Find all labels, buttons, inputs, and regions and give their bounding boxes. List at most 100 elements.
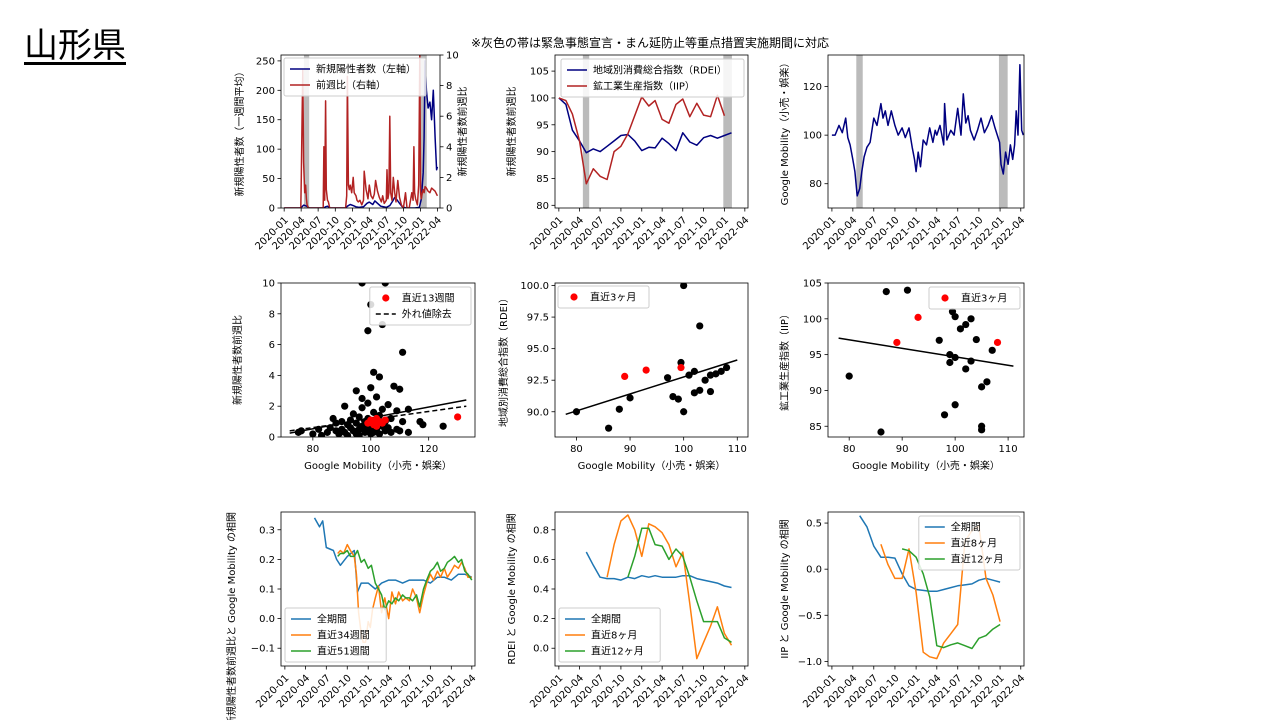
scatter-point-4 (315, 425, 323, 433)
y-axis-label: 地域別消費総合指数（RDEI） (497, 293, 510, 427)
scatter-point-3 (615, 405, 623, 413)
scatter-point-13 (956, 325, 965, 333)
y-tick-label: 0.0 (259, 614, 275, 625)
scatter-point-70 (399, 418, 407, 426)
scatter-point-3 (309, 430, 317, 437)
scatter-point-21 (722, 363, 731, 372)
scatter-point-18 (346, 416, 355, 424)
scatter-point-59 (381, 283, 389, 287)
shaded-period-2 (998, 55, 1008, 208)
x-tick-label: 80 (843, 444, 856, 455)
scatter-point-2 (297, 427, 305, 435)
x-tick-label: 110 (999, 444, 1018, 455)
y-tick-label: 2 (269, 402, 275, 413)
y-axis-label: IIP と Google Mobility の相関 (778, 519, 791, 658)
scatter-point-75 (439, 422, 447, 430)
chart-4: 80 100 120 0 2 4 6 8 10 新規陽性者数前週比 Google Mobility（… (231, 279, 476, 472)
scatter-point-8 (946, 351, 954, 359)
axes-frame (827, 511, 1025, 667)
scatter-point-24 (352, 387, 360, 395)
scatter-point-2 (877, 428, 885, 436)
legend: 地域別消費総合指数（RDEI） 鉱工業生産指数（IIP） (560, 58, 745, 98)
legend-box (558, 607, 661, 663)
legend-entry: 全期間 (951, 521, 981, 534)
scatter-point-43 (367, 384, 375, 392)
y-tick-label: 120 (803, 82, 822, 93)
legend-entry: 前週比（右軸） (316, 79, 386, 92)
x-tick-label: 80 (306, 444, 319, 455)
legend-entry: 鉱工業生産指数（IIP） (593, 80, 695, 93)
scatter-point-52 (375, 430, 384, 437)
y-tick-label: 0.2 (533, 614, 549, 625)
scatter-point-20 (717, 367, 725, 375)
scatter-point-3 (882, 287, 890, 296)
y-tick-label: 105 (530, 67, 549, 78)
legend-entry: 新規陽性者数（左軸） (316, 63, 416, 76)
x-tick-label: 90 (896, 444, 909, 455)
scatter-point-69 (399, 348, 407, 356)
scatter-point-2 (605, 424, 613, 432)
x-tick-label: 100 (361, 444, 380, 455)
y-tick-label: 80 (809, 179, 822, 190)
y-tick-label: 90 (809, 386, 822, 397)
scatter-point-23 (352, 419, 360, 427)
scatter-point-23 (988, 346, 996, 354)
y-tick-label: 8 (269, 309, 275, 320)
y-tick-label: 50 (262, 174, 275, 185)
scatter-point-15 (962, 365, 970, 373)
y-tick-label: 95 (809, 350, 822, 361)
x-tick-label: 100 (674, 444, 693, 455)
scatter-point-27 (355, 431, 363, 437)
x-axis-label: Google Mobility（小売・娯楽） (852, 459, 1000, 472)
chart-7: 2020-012020-042020-072020-102021-012021-… (225, 511, 478, 720)
scatter-point-30 (358, 394, 366, 403)
y-tick-label: 0.4 (533, 585, 549, 596)
scatter-point-1 (845, 372, 853, 380)
axes-frame (554, 282, 749, 438)
scatter-point-63 (387, 414, 395, 423)
y-tick-label: 92.5 (527, 376, 549, 387)
scatter-point-4 (903, 286, 912, 294)
scatter-point-recent-2 (914, 313, 922, 321)
x-tick-label: 100 (946, 444, 965, 455)
scatter-point-66 (393, 407, 401, 415)
y-tick-label: 95 (536, 120, 549, 131)
plot-area (565, 283, 738, 432)
chart-8: 2020-012020-042020-072020-102021-012021-… (505, 511, 751, 710)
scatter-point-17 (343, 431, 352, 437)
scatter-point-5 (935, 336, 943, 344)
legend-box (918, 515, 1021, 571)
scatter-point-1 (572, 408, 581, 416)
x-tick-label: 120 (419, 444, 438, 455)
series-line-2 (284, 55, 439, 208)
scatter-point-44 (370, 368, 378, 376)
plot-area (585, 514, 733, 660)
y-tick-label: 0.1 (259, 585, 275, 596)
y-axis-label: 鉱工業生産指数（IIP） (778, 309, 791, 411)
scatter-point-68 (396, 427, 404, 435)
series-line-3 (627, 527, 732, 643)
scatter-point-38 (364, 399, 372, 407)
scatter-point-17 (967, 315, 975, 323)
y-tick-label: 0.2 (259, 555, 275, 566)
x-tick-label: 90 (624, 444, 637, 455)
scatter-point-recent-10 (454, 413, 462, 421)
legend-entry: 全期間 (591, 613, 621, 626)
y-tick-label: 100 (803, 131, 822, 142)
plot-area (289, 283, 467, 437)
scatter-point-16 (701, 376, 709, 384)
y2-tick-label: 0 (446, 204, 452, 215)
y-tick-label: 4 (269, 371, 275, 382)
y-tick-label: 150 (256, 115, 275, 126)
legend-box (560, 58, 745, 98)
y2-axis-label: 新規陽性者数前週比 (456, 87, 469, 177)
y-tick-label: 80 (536, 201, 549, 212)
scatter-point-14 (962, 320, 970, 329)
series-line-1 (859, 515, 1001, 593)
y-tick-label: 0.8 (533, 525, 549, 536)
y-tick-label: 250 (256, 56, 275, 67)
